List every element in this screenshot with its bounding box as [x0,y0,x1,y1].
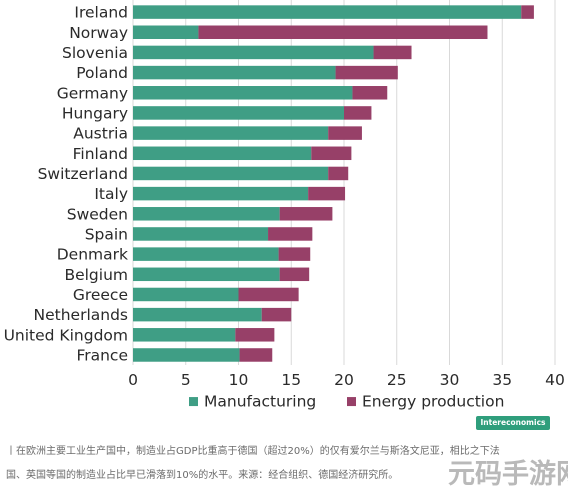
x-tick-label-15: 15 [281,371,301,389]
bar-energy-slovenia [373,45,412,60]
x-tick-label-0: 0 [128,371,138,389]
caption: 丨在欧洲主要工业生产国中，制造业占GDP比重高于德国（超过20%）的仅有爱尔兰与… [6,440,566,488]
bar-manufacturing-greece [133,287,239,302]
bar-energy-hungary [344,106,372,120]
caption-line-2: 国、英国等国的制造业占比早已滑落到10%的水平。来源：经合组织、德国经济研究所。 [6,470,399,481]
bar-energy-poland [335,65,398,80]
category-label-finland: Finland [73,145,128,163]
x-tick-label-25: 25 [387,371,407,389]
bar-manufacturing-hungary [133,106,344,120]
brand-badge: Intereconomics [476,416,550,430]
category-label-greece: Greece [73,286,128,304]
bar-manufacturing-germany [133,86,353,100]
category-label-netherlands: Netherlands [34,306,128,324]
category-label-belgium: Belgium [64,266,128,284]
bar-manufacturing-finland [133,146,312,161]
x-tick-label-40: 40 [545,371,565,389]
x-tick-label-10: 10 [229,371,249,389]
category-labels: Ireland Norway Slovenia Poland Germany Hungar… [4,4,128,365]
bar-energy-denmark [278,247,311,261]
bar-manufacturing-slovenia [133,45,374,60]
category-label-italy: Italy [94,185,128,203]
x-tick-label-5: 5 [181,371,191,389]
bar-energy-germany [352,86,388,100]
caption-line-1: 丨在欧洲主要工业生产国中，制造业占GDP比重高于德国（超过20%）的仅有爱尔兰与… [6,446,500,457]
category-label-united-kingdom: United Kingdom [4,326,128,344]
stacked-bar-chart: Ireland Norway Slovenia Poland Germany Hungar… [4,0,565,411]
bar-manufacturing-norway [133,25,199,40]
category-label-poland: Poland [76,64,128,82]
bar-energy-ireland [521,5,534,19]
bar-energy-spain [268,227,313,241]
bar-manufacturing-netherlands [133,307,262,322]
bar-energy-belgium [279,267,310,282]
watermark-logo: 元码手游网 [448,459,568,490]
bar-manufacturing-united-kingdom [133,328,236,342]
category-label-sweden: Sweden [67,205,128,223]
category-label-france: France [76,346,128,364]
bar-manufacturing-poland [133,65,336,80]
bar-energy-netherlands [261,307,292,322]
category-label-norway: Norway [69,24,128,42]
legend-swatch-energy-production [347,397,356,407]
category-label-switzerland: Switzerland [38,165,128,183]
bar-energy-switzerland [328,166,349,181]
x-tick-label-20: 20 [334,371,354,389]
bar-energy-italy [308,186,346,201]
bar-manufacturing-sweden [133,207,280,221]
x-axis: 0 5 10 15 20 25 30 35 40 [128,371,565,389]
bar-energy-greece [238,287,299,302]
bar-manufacturing-spain [133,227,269,241]
bar-energy-finland [311,146,352,161]
bar-manufacturing-ireland [133,5,522,19]
bar-manufacturing-belgium [133,267,280,282]
bar-manufacturing-austria [133,126,329,140]
bar-manufacturing-switzerland [133,166,329,181]
bars [133,5,534,362]
legend-label-manufacturing: Manufacturing [204,393,316,411]
bar-manufacturing-italy [133,186,309,201]
category-label-slovenia: Slovenia [62,44,128,62]
category-label-austria: Austria [73,125,128,143]
bar-energy-norway [198,25,488,40]
gridlines [132,0,556,366]
category-label-spain: Spain [85,225,128,243]
x-tick-label-35: 35 [492,371,512,389]
bar-manufacturing-denmark [133,247,279,261]
bar-energy-united-kingdom [235,328,275,342]
bar-energy-austria [328,126,362,140]
legend-swatch-manufacturing [189,397,198,407]
legend-label-energy-production: Energy production [362,393,504,411]
x-tick-label-30: 30 [440,371,460,389]
bar-energy-sweden [279,207,333,221]
bar-energy-france [239,348,273,362]
legend: Manufacturing Energy production [189,393,504,411]
category-label-denmark: Denmark [57,246,128,264]
category-label-germany: Germany [57,84,128,102]
category-label-ireland: Ireland [74,4,128,22]
category-label-hungary: Hungary [62,104,128,122]
bar-manufacturing-france [133,348,240,362]
